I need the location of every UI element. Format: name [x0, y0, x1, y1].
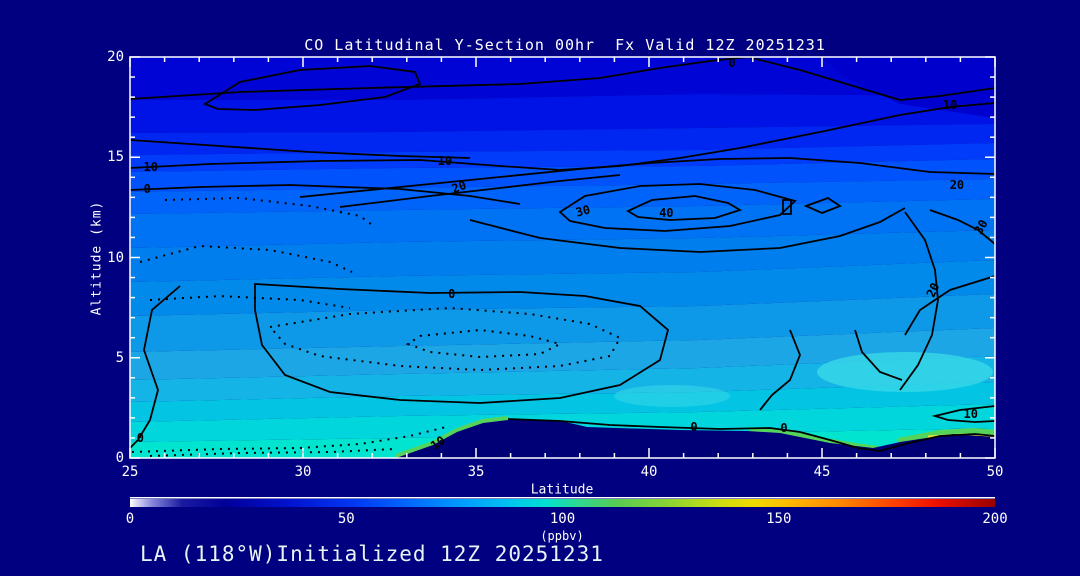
- y-tick-label: 15: [107, 149, 124, 166]
- colorbar-gradient: [130, 499, 995, 507]
- x-tick-label: 35: [467, 464, 485, 480]
- x-tick-label: 25: [121, 464, 139, 480]
- x-tick-label: 50: [986, 464, 1004, 480]
- colorbar-tick-label: 150: [766, 511, 792, 527]
- colorbar-top-line: [130, 497, 995, 499]
- x-axis-title: Latitude: [530, 482, 594, 498]
- colorbar-tick-label: 0: [125, 511, 135, 527]
- contour-lines-dotted: [131, 196, 622, 457]
- cyan-patch-center: [614, 385, 730, 407]
- contour-label: 0: [780, 420, 788, 435]
- contour-label: 10: [143, 160, 158, 175]
- axis-ticks: [129, 56, 996, 459]
- contour-label: 20: [949, 178, 965, 193]
- colorbar-tick-label: 200: [982, 511, 1008, 527]
- chart-title: CO Latitudinal Y-Section 00hr Fx Valid 1…: [304, 36, 826, 54]
- contour-label: 40: [659, 206, 674, 221]
- contour-label: 0: [136, 430, 144, 445]
- y-tick-label: 0: [115, 450, 124, 466]
- y-tick-label: 20: [107, 49, 124, 65]
- x-tick-label: 30: [294, 464, 312, 480]
- colorbar-tick-label: 100: [549, 511, 576, 527]
- contour-label: 10: [437, 154, 453, 169]
- contour-label: 10: [963, 406, 978, 421]
- dark-patch-top-right: [820, 57, 995, 118]
- colorbar-tick-label: 50: [337, 511, 355, 527]
- x-tick-label: 45: [813, 464, 831, 480]
- contour-label: 0: [448, 286, 456, 301]
- colorbar-unit-label: (ppbv): [540, 529, 584, 543]
- contour-label: 0: [690, 419, 698, 434]
- x-tick-label: 40: [640, 464, 658, 480]
- y-tick-label: 5: [115, 349, 124, 366]
- contour-label: 10: [942, 98, 958, 113]
- y-axis-title: Altitude (km): [89, 200, 105, 316]
- y-tick-label: 10: [107, 249, 124, 266]
- terrain: [396, 420, 995, 458]
- fill-bands: [130, 57, 995, 458]
- cyan-patch-right: [817, 352, 993, 392]
- contour-lines-solid: [130, 57, 995, 452]
- init-info-text: LA (118°W)Initialized 12Z 20251231: [140, 542, 604, 566]
- contour-label: 0: [728, 56, 736, 70]
- contour-label: 0: [143, 182, 151, 197]
